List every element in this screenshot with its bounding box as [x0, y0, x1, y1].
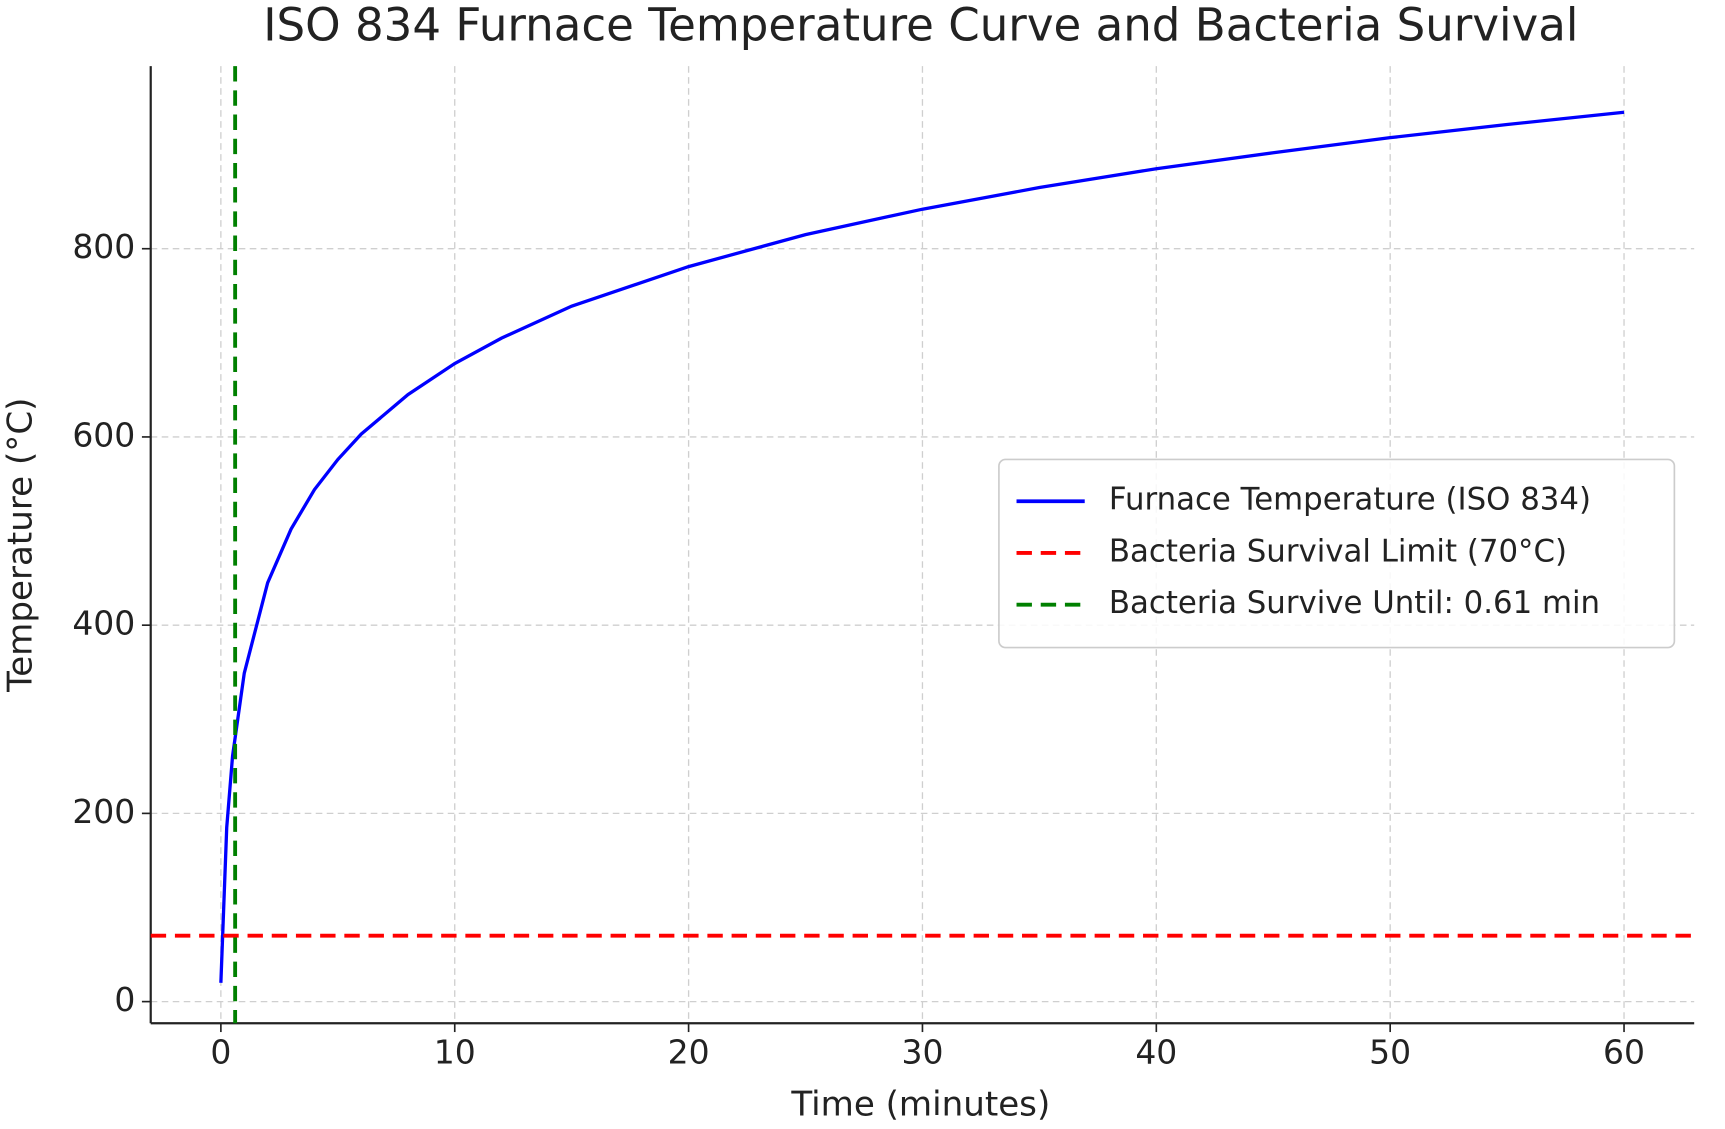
legend-label: Furnace Temperature (ISO 834) [1109, 482, 1591, 518]
x-tick-label: 50 [1369, 1033, 1411, 1072]
x-axis-label: Time (minutes) [790, 1084, 1050, 1124]
x-tick-label: 60 [1603, 1033, 1645, 1072]
x-tick-label: 40 [1135, 1033, 1177, 1072]
y-tick-label: 600 [72, 415, 135, 454]
x-tick-label: 0 [210, 1033, 231, 1072]
series-line [219, 110, 1625, 983]
legend: Furnace Temperature (ISO 834) Bacteria Su… [998, 458, 1676, 649]
y-tick-label: 0 [114, 980, 135, 1019]
x-tick-label: 10 [434, 1033, 476, 1072]
y-tick-label: 400 [72, 604, 135, 643]
chart-title: ISO 834 Furnace Temperature Curve and Ba… [263, 0, 1578, 52]
x-tick-label: 30 [901, 1033, 943, 1072]
y-tick-label: 800 [72, 227, 135, 266]
x-tick-label: 20 [668, 1033, 710, 1072]
legend-label: Bacteria Survival Limit (70°C) [1109, 533, 1567, 569]
y-tick-label: 200 [72, 792, 135, 831]
y-axis-label: Temperature (°C) [1, 398, 41, 693]
legend-box [998, 458, 1676, 649]
legend-label: Bacteria Survive Until: 0.61 min [1109, 585, 1600, 621]
